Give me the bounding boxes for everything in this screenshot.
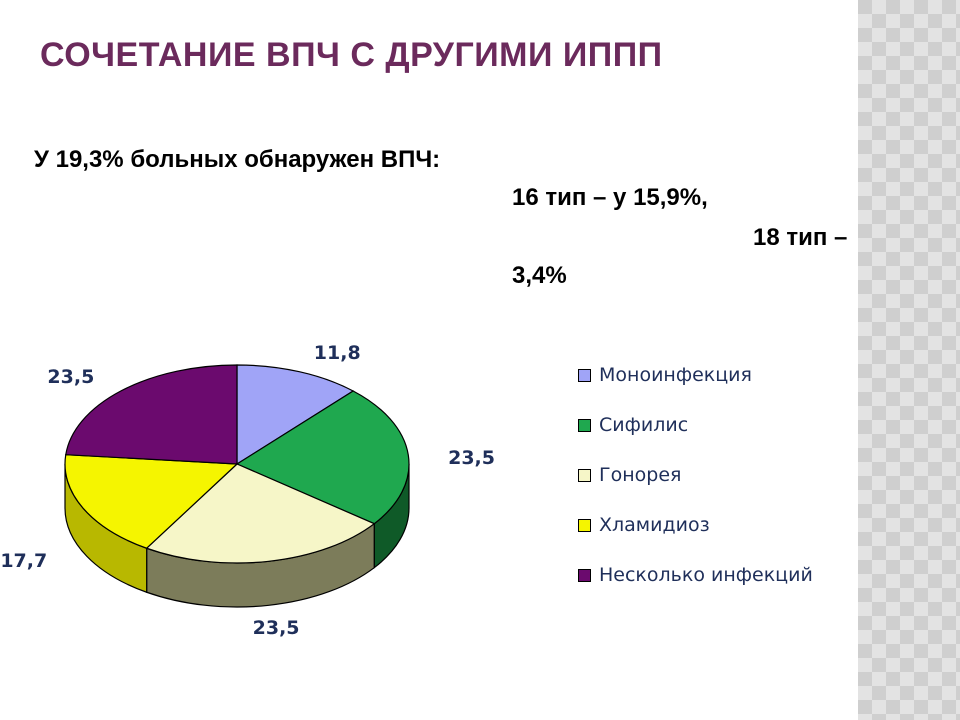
pie-slice (64, 454, 239, 549)
pie-slice (236, 364, 355, 466)
decorative-side-strip (858, 0, 960, 720)
slide-title: СОЧЕТАНИЕ ВПЧ С ДРУГИМИ ИППП (40, 36, 663, 74)
legend-swatch (578, 568, 591, 582)
data-label: 23,5 (448, 447, 495, 469)
text-line-2: 16 тип – у 15,9%, (512, 184, 708, 211)
legend-swatch (578, 468, 591, 482)
legend-swatch (578, 368, 591, 382)
legend-swatch (578, 518, 591, 532)
data-label: 11,8 (314, 342, 361, 364)
legend-item-mono: Моноинфекция (578, 362, 813, 388)
data-label: 17,7 (0, 550, 47, 572)
text-line-4: 3,4% (512, 262, 567, 289)
legend-label: Гонорея (599, 464, 682, 486)
legend-item-multiple: Несколько инфекций (578, 562, 813, 588)
chart-legend: Моноинфекция Сифилис Гонорея Хламидиоз Н… (578, 362, 813, 612)
legend-label: Хламидиоз (599, 514, 710, 536)
legend-swatch (578, 418, 591, 432)
legend-item-chlamydia: Хламидиоз (578, 512, 813, 538)
legend-label: Несколько инфекций (599, 564, 813, 586)
pie-chart: 11,8 23,5 23,5 17,7 23,5 (0, 342, 495, 639)
pie-slice (145, 463, 376, 564)
legend-item-gonorrhea: Гонорея (578, 462, 813, 488)
data-label: 23,5 (47, 366, 94, 388)
pie-slice (235, 390, 410, 525)
legend-label: Сифилис (599, 414, 689, 436)
legend-label: Моноинфекция (599, 364, 752, 386)
data-label: 23,5 (253, 617, 300, 639)
pie-slice (65, 364, 238, 465)
text-line-3: 18 тип – (753, 224, 848, 251)
legend-item-syphilis: Сифилис (578, 412, 813, 438)
text-line-1: У 19,3% больных обнаружен ВПЧ: (34, 146, 441, 173)
